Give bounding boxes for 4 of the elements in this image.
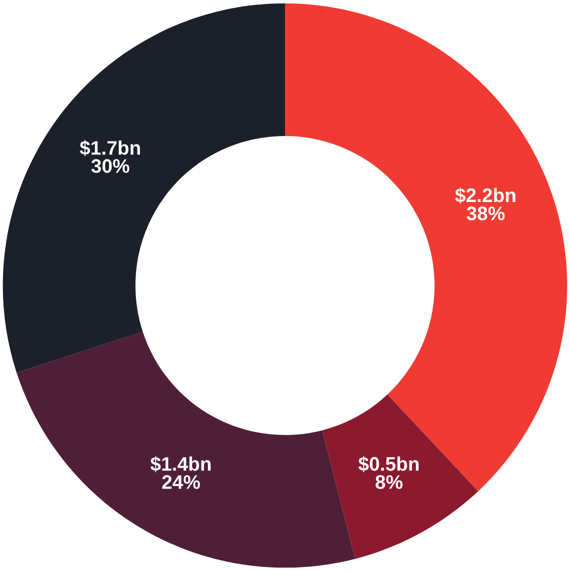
data-label: $1.4bn 24% xyxy=(150,456,211,489)
data-label: $2.2bn 38% xyxy=(455,188,516,220)
data-label: $1.7bn 30% xyxy=(80,140,140,173)
data-label: $0.5bn 8% xyxy=(358,456,419,489)
